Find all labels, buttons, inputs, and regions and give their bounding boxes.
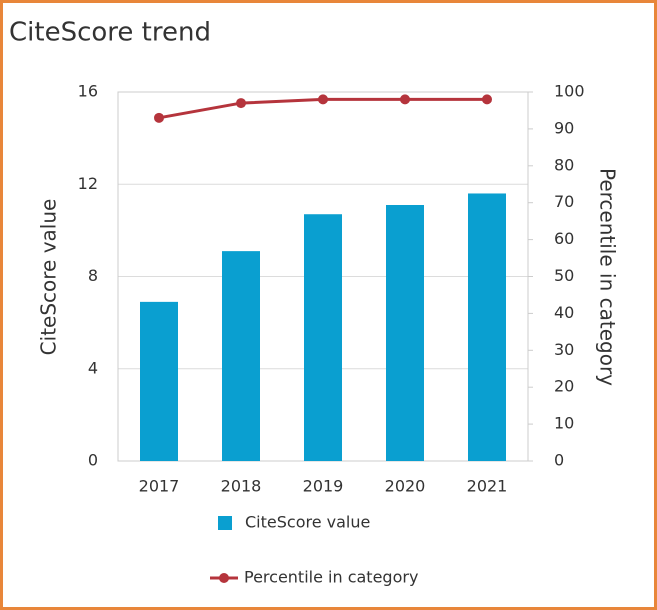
y-tick-label: 0 — [88, 451, 98, 470]
y2-tick-label: 40 — [554, 303, 574, 322]
x-tick-label: 2019 — [303, 477, 344, 496]
line-point — [236, 98, 246, 109]
x-tick-label: 2020 — [385, 477, 426, 496]
y2-tick-label: 90 — [554, 118, 574, 137]
bar — [386, 205, 424, 461]
y2-axis-label: Percentile in category — [596, 168, 620, 386]
x-tick-label: 2018 — [221, 477, 262, 496]
x-tick-label: 2017 — [139, 477, 180, 496]
y-tick-label: 8 — [88, 266, 98, 285]
y2-tick-label: 60 — [554, 229, 574, 248]
y2-tick-label: 50 — [554, 266, 574, 285]
y-axis-label: CiteScore value — [37, 199, 61, 356]
legend-label: CiteScore value — [245, 513, 370, 532]
bar — [304, 214, 342, 461]
y-tick-label: 4 — [88, 358, 98, 377]
bar — [140, 301, 178, 461]
legend-swatch — [218, 516, 232, 530]
y2-tick-label: 100 — [554, 82, 585, 101]
legend-marker — [219, 573, 229, 583]
y-tick-label: 16 — [78, 82, 98, 101]
x-tick-label: 2021 — [467, 477, 508, 496]
line-point — [482, 94, 492, 105]
chart-title: CiteScore trend — [9, 18, 211, 48]
y-tick-label: 12 — [78, 174, 98, 193]
bar — [222, 251, 260, 461]
line-point — [400, 94, 410, 105]
y2-tick-label: 20 — [554, 377, 574, 396]
y2-tick-label: 80 — [554, 155, 574, 174]
y2-tick-label: 70 — [554, 192, 574, 211]
y2-tick-label: 0 — [554, 451, 564, 470]
line-point — [154, 112, 164, 123]
y2-tick-label: 30 — [554, 340, 574, 359]
bar — [468, 193, 506, 461]
y2-tick-label: 10 — [554, 414, 574, 433]
legend-label: Percentile in category — [244, 568, 418, 587]
line-point — [318, 94, 328, 105]
